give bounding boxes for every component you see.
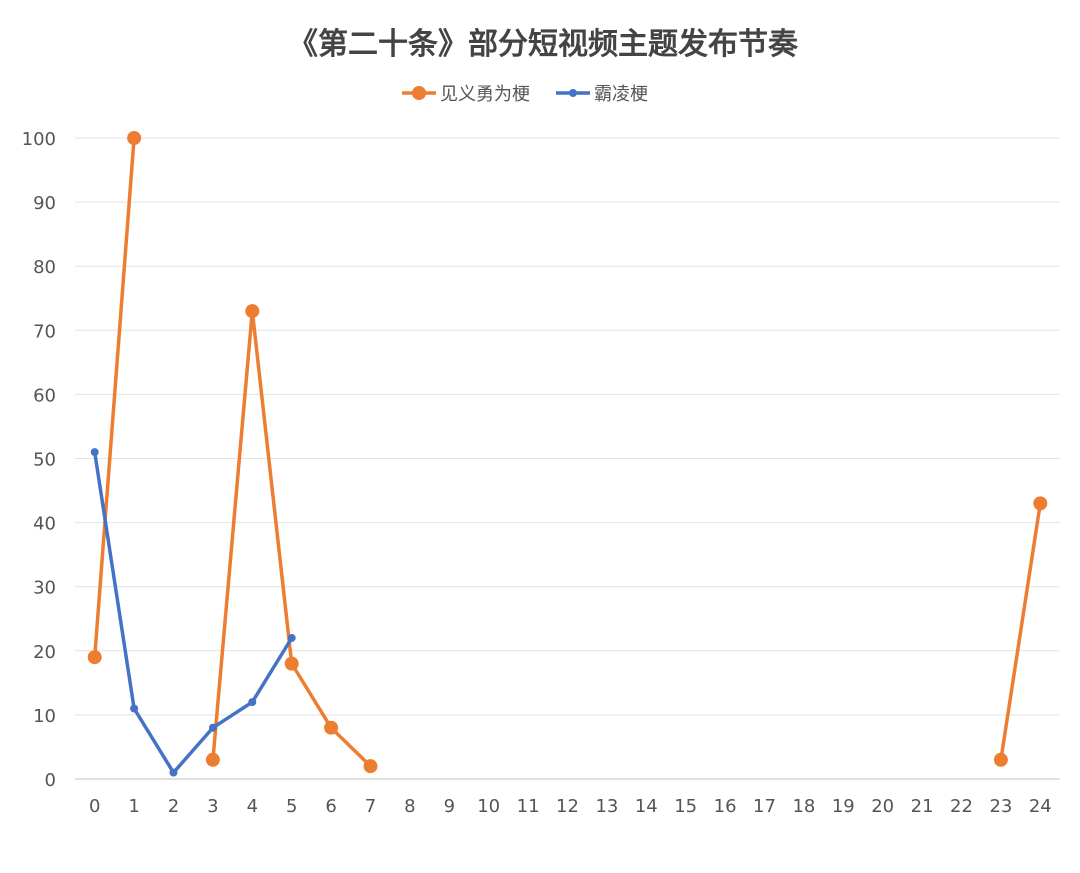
series-line bbox=[92, 451, 294, 775]
x-tick-label: 6 bbox=[325, 796, 336, 817]
y-tick-label: 60 bbox=[33, 385, 56, 406]
chart-title: 《第二十条》部分短视频主题发布节奏 bbox=[288, 27, 799, 62]
y-tick-label: 0 bbox=[45, 770, 56, 791]
x-tick-label: 14 bbox=[635, 796, 658, 817]
x-tick-label: 0 bbox=[89, 796, 100, 817]
legend: 见义勇为梗 霸凌梗 bbox=[402, 84, 648, 105]
x-tick-label: 22 bbox=[950, 796, 973, 817]
y-tick-label: 100 bbox=[22, 129, 56, 150]
data-point bbox=[130, 704, 139, 713]
legend-item-0: 见义勇为梗 bbox=[402, 84, 530, 105]
legend-label: 见义勇为梗 bbox=[440, 84, 530, 105]
data-point bbox=[87, 650, 102, 665]
x-tick-label: 4 bbox=[247, 796, 258, 817]
x-tick-label: 9 bbox=[444, 796, 455, 817]
x-tick-label: 12 bbox=[556, 796, 579, 817]
y-tick-label: 20 bbox=[33, 642, 56, 663]
x-tick-label: 20 bbox=[871, 796, 894, 817]
data-point bbox=[993, 752, 1008, 767]
x-tick-label: 16 bbox=[714, 796, 737, 817]
series-layer bbox=[87, 131, 1048, 777]
x-tick-label: 1 bbox=[128, 796, 139, 817]
x-tick-label: 17 bbox=[753, 796, 776, 817]
data-point bbox=[284, 656, 299, 671]
data-point bbox=[248, 698, 257, 707]
series-1 bbox=[90, 448, 296, 777]
data-point bbox=[169, 768, 178, 777]
x-tick-label: 7 bbox=[365, 796, 376, 817]
x-tick-label: 5 bbox=[286, 796, 297, 817]
y-tick-label: 30 bbox=[33, 578, 56, 599]
x-tick-label: 18 bbox=[792, 796, 815, 817]
series-0 bbox=[87, 131, 1048, 774]
x-tick-label: 8 bbox=[404, 796, 415, 817]
series-line bbox=[92, 137, 136, 658]
x-tick-label: 24 bbox=[1029, 796, 1052, 817]
y-tick-label: 40 bbox=[33, 514, 56, 535]
y-tick-label: 70 bbox=[33, 321, 56, 342]
data-point bbox=[127, 131, 142, 145]
legend-label: 霸凌梗 bbox=[594, 84, 648, 105]
x-tick-label: 10 bbox=[477, 796, 500, 817]
data-point bbox=[90, 448, 99, 457]
x-tick-label: 13 bbox=[595, 796, 618, 817]
legend-swatch-marker bbox=[569, 89, 577, 97]
x-tick-label: 2 bbox=[168, 796, 179, 817]
x-tick-label: 3 bbox=[207, 796, 218, 817]
data-point bbox=[363, 759, 378, 774]
x-tick-label: 11 bbox=[517, 796, 540, 817]
series-line bbox=[211, 309, 372, 768]
y-tick-label: 90 bbox=[33, 193, 56, 214]
data-point bbox=[287, 633, 296, 642]
data-point bbox=[1033, 496, 1048, 511]
x-tick-label: 19 bbox=[832, 796, 855, 817]
legend-swatch-marker bbox=[412, 86, 426, 100]
y-tick-label: 10 bbox=[33, 706, 56, 727]
legend-item-1: 霸凌梗 bbox=[556, 84, 648, 105]
series-line bbox=[999, 503, 1043, 761]
x-tick-label: 23 bbox=[989, 796, 1012, 817]
x-tick-label: 21 bbox=[911, 796, 934, 817]
data-point bbox=[208, 723, 217, 732]
y-tick-label: 50 bbox=[33, 450, 56, 471]
y-tick-label: 80 bbox=[33, 257, 56, 278]
data-point bbox=[245, 304, 260, 319]
x-tick-label: 15 bbox=[674, 796, 697, 817]
data-point bbox=[324, 720, 339, 735]
data-point bbox=[205, 752, 220, 767]
